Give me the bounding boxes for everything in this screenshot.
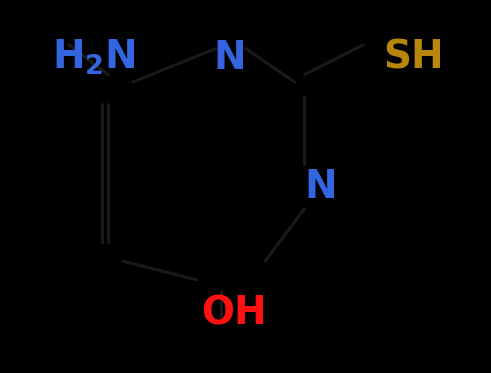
Text: N: N [214,39,246,77]
Text: OH: OH [201,294,267,332]
Text: $\mathbf{H_2N}$: $\mathbf{H_2N}$ [52,38,136,78]
Text: N: N [304,167,337,206]
Text: SH: SH [383,39,443,77]
